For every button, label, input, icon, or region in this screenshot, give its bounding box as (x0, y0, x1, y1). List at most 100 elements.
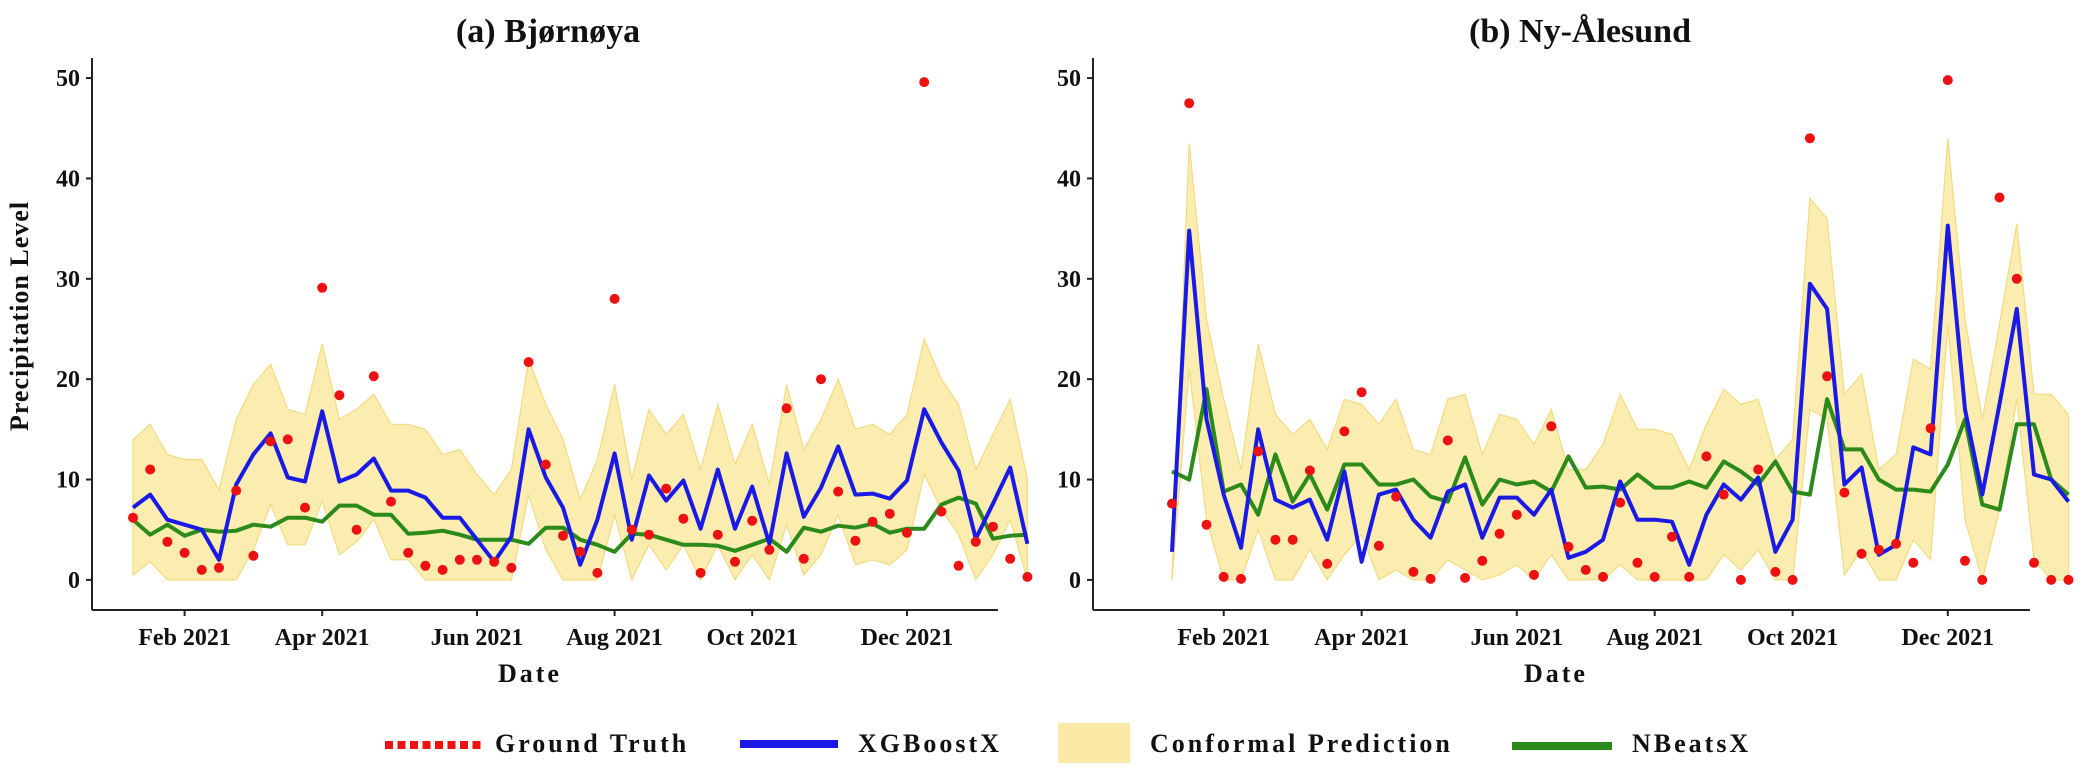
ground-truth-point (1804, 133, 1815, 144)
y-tick-label: 30 (56, 267, 80, 293)
ground-truth-point (988, 521, 998, 532)
legend-swatch-dot (410, 741, 418, 749)
ground-truth-point (472, 554, 482, 565)
legend-label: Ground Truth (495, 729, 689, 758)
ground-truth-point (1477, 555, 1488, 566)
panel-title: (b) Ny-Ålesund (1469, 13, 1691, 50)
ground-truth-point (626, 524, 637, 535)
ground-truth-point (1753, 464, 1764, 475)
x-tick-label: Oct 2021 (1747, 625, 1838, 651)
ground-truth-point (1787, 574, 1798, 585)
ground-truth-point (970, 536, 981, 547)
x-axis-label: Date (1524, 659, 1588, 688)
ground-truth-point (214, 562, 224, 573)
x-tick-label: Jun 2021 (1470, 625, 1563, 651)
ground-truth-point (1839, 487, 1850, 498)
y-tick-label: 50 (1057, 66, 1081, 92)
ground-truth-point (2029, 557, 2039, 568)
x-tick-label: Feb 2021 (138, 625, 231, 651)
ground-truth-point (420, 560, 431, 571)
ground-truth-point (1287, 534, 1298, 545)
ground-truth-point (1442, 435, 1453, 446)
ground-truth-point (609, 293, 620, 304)
ground-truth-point (1546, 421, 1557, 432)
ground-truth-point (1701, 451, 1712, 462)
ground-truth-point (867, 516, 878, 527)
ground-truth-point (1167, 498, 1177, 509)
ground-truth-point (558, 530, 568, 541)
x-tick-label: Apr 2021 (275, 625, 370, 651)
legend-swatch-dot (422, 741, 431, 749)
plot-area: 0 10 20 30 40 50 Feb 2021 Apr 2021 Jun 2021 Aug 2… (56, 58, 1033, 651)
y-tick-label: 10 (1057, 468, 1081, 494)
legend-swatch-dot (447, 741, 456, 749)
ground-truth-point (644, 529, 654, 540)
ground-truth-point (1322, 558, 1333, 569)
nbeatsx-line (1171, 387, 2070, 517)
ground-truth-point (1580, 564, 1591, 575)
ground-truth-point (1649, 571, 1660, 582)
ground-truth-point (1942, 75, 1953, 86)
legend-item-nbeatsx: NBeatsX (1512, 729, 1748, 758)
ground-truth-point (936, 506, 947, 517)
legend-item-xgboostx: XGBoostX (740, 729, 999, 758)
ground-truth-point (902, 527, 912, 538)
ground-truth-point (540, 459, 551, 470)
ground-truth-point (1460, 572, 1471, 583)
ground-truth-point (454, 554, 465, 565)
x-tick-label: Dec 2021 (861, 625, 954, 651)
legend-item-conformal-prediction: Conformal Prediction (1058, 723, 1453, 763)
ground-truth-point (678, 513, 689, 524)
ground-truth-point (162, 536, 173, 547)
ground-truth-point (712, 529, 723, 540)
ground-truth-point (1339, 426, 1350, 437)
ground-truth-point (1563, 541, 1574, 552)
x-tick-label: Dec 2021 (1901, 625, 1994, 651)
y-tick-label: 50 (56, 66, 80, 92)
ground-truth-point (661, 483, 672, 494)
legend: Ground Truth XGBoostX Conformal Predicti… (385, 723, 1748, 763)
x-tick-label: Feb 2021 (1177, 625, 1270, 651)
y-tick-label: 40 (1057, 166, 1081, 192)
ground-truth-point (1201, 519, 1212, 530)
y-tick-label: 30 (1057, 267, 1081, 293)
ground-truth-point (1873, 544, 1884, 555)
ground-truth-point (317, 282, 328, 293)
ground-truth-point (1425, 573, 1436, 584)
ground-truth-point (1960, 555, 1970, 566)
x-tick-label: Apr 2021 (1314, 625, 1409, 651)
legend-swatch-dot (472, 741, 481, 749)
ground-truth-point (764, 544, 775, 555)
ground-truth-point (300, 502, 310, 513)
ground-truth-point (1218, 571, 1229, 582)
ground-truth-point (1391, 491, 1402, 502)
ground-truth-point (1667, 531, 1677, 542)
y-tick-label: 20 (1057, 367, 1081, 393)
ground-truth-point (2046, 574, 2057, 585)
ground-truth-point (1529, 569, 1539, 580)
ground-truth-point (1770, 566, 1781, 577)
ground-truth-point (128, 512, 138, 523)
x-tick-label: Jun 2021 (431, 625, 524, 651)
x-tick-label: Aug 2021 (1606, 625, 1703, 651)
panel-ny-alesund: (b) Ny-Ålesund Date 0 10 20 30 40 50 Feb 2021 A… (1057, 13, 2074, 688)
ground-truth-point (730, 556, 740, 567)
ground-truth-point (1356, 387, 1367, 398)
ground-truth-point (231, 485, 242, 496)
ground-truth-point (506, 562, 517, 573)
ground-truth-point (351, 524, 362, 535)
x-tick-label: Aug 2021 (566, 625, 663, 651)
legend-label: Conformal Prediction (1150, 729, 1453, 758)
ground-truth-point (953, 560, 964, 571)
ground-truth-point (1856, 548, 1867, 559)
y-tick-label: 10 (56, 468, 80, 494)
ground-truth-point (437, 564, 448, 575)
ground-truth-point (282, 434, 293, 445)
ground-truth-point (816, 374, 826, 385)
ground-truth-point (1994, 192, 2005, 203)
legend-item-ground-truth: Ground Truth (385, 729, 689, 758)
panel-bjornoya: (a) Bjørnøya Precipitation Level Date 0 1… (5, 13, 1033, 688)
ground-truth-point (695, 567, 706, 578)
legend-swatch-dot (385, 741, 393, 749)
